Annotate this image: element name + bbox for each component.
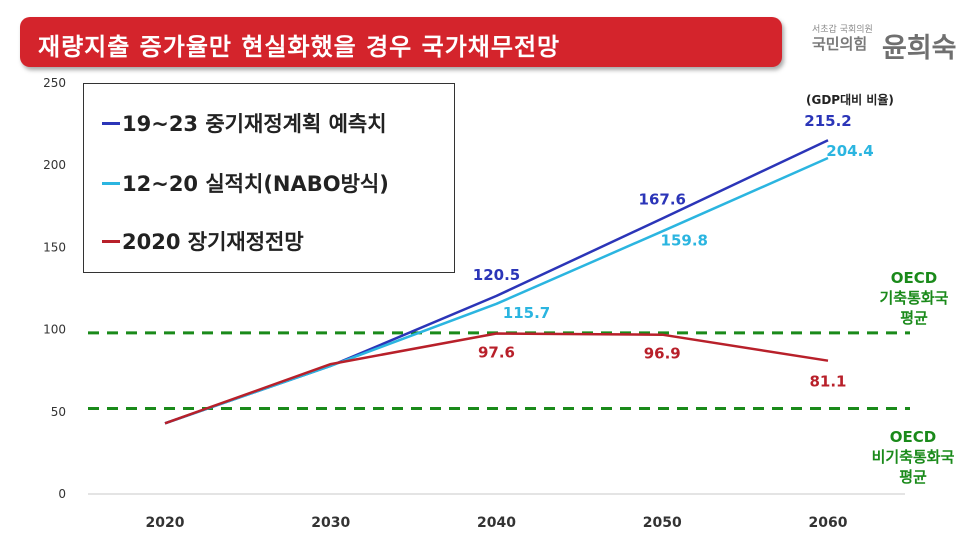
data-label: 120.5 bbox=[473, 266, 520, 284]
axes: 0 50 100 150 200 250 2020 2030 2040 2050 2060 bbox=[43, 76, 905, 531]
y-tick-label: 50 bbox=[51, 405, 66, 419]
data-label: 81.1 bbox=[809, 373, 846, 391]
party-logo: 서초갑 국회의원 국민의힘 윤희숙 bbox=[812, 22, 962, 66]
data-label: 215.2 bbox=[804, 112, 851, 130]
oecd-reserve-line-1: OECD bbox=[890, 269, 938, 287]
legend-swatch-2 bbox=[102, 181, 120, 185]
x-tick-label: 2020 bbox=[146, 515, 185, 531]
title-bar: 재량지출 증가율만 현실화했을 경우 국가채무전망 bbox=[20, 17, 782, 67]
x-tick-label: 2050 bbox=[643, 515, 682, 531]
unit-note: (GDP대비 비율) bbox=[806, 93, 894, 107]
oecd-reserve-line-2: 기축통화국 bbox=[879, 289, 949, 307]
y-tick-label: 250 bbox=[43, 76, 66, 90]
chart-title: 재량지출 증가율만 현실화했을 경우 국가채무전망 bbox=[38, 33, 561, 61]
y-tick-label: 150 bbox=[43, 240, 66, 254]
legend: 19~23 중기재정계획 예측치 12~20 실적치(NABO방식) 2020 … bbox=[83, 83, 455, 273]
logo-party: 국민의힘 bbox=[812, 35, 868, 53]
legend-label-3: 2020 장기재정전망 bbox=[122, 230, 304, 254]
legend-swatch-1 bbox=[102, 121, 120, 125]
legend-swatch-3 bbox=[102, 239, 120, 243]
oecd-reserve-annotation: OECD 기축통화국 평균 bbox=[858, 268, 970, 328]
oecd-nonreserve-line-3: 평균 bbox=[899, 468, 927, 486]
oecd-nonreserve-line-2: 비기축통화국 bbox=[871, 448, 955, 466]
data-label: 204.4 bbox=[826, 142, 873, 160]
y-tick-label: 200 bbox=[43, 158, 66, 172]
series-lines bbox=[164, 139, 829, 425]
data-label: 167.6 bbox=[639, 190, 686, 208]
legend-item-2: 12~20 실적치(NABO방식) bbox=[102, 168, 389, 198]
x-tick-label: 2060 bbox=[809, 515, 848, 531]
logo-subtitle: 서초갑 국회의원 bbox=[812, 25, 873, 35]
data-labels: 120.5 167.6 215.2 115.7 159.8 204.4 97.6 96.9 81… bbox=[473, 112, 874, 390]
data-label: 115.7 bbox=[503, 304, 550, 322]
data-label: 159.8 bbox=[661, 231, 708, 249]
x-tick-label: 2040 bbox=[477, 515, 516, 531]
oecd-reserve-line-3: 평균 bbox=[900, 309, 928, 327]
data-label: 97.6 bbox=[478, 344, 515, 362]
oecd-nonreserve-annotation: OECD 비기축통화국 평균 bbox=[850, 427, 976, 487]
legend-label-2: 12~20 실적치(NABO방식) bbox=[122, 172, 389, 196]
y-tick-label: 0 bbox=[58, 487, 66, 501]
data-label: 96.9 bbox=[644, 345, 681, 363]
legend-item-3: 2020 장기재정전망 bbox=[102, 226, 304, 256]
logo-name: 윤희숙 bbox=[882, 33, 957, 64]
x-tick-label: 2030 bbox=[311, 515, 350, 531]
reference-lines bbox=[88, 331, 910, 411]
y-tick-label: 100 bbox=[43, 323, 66, 337]
series-line-3 bbox=[164, 332, 829, 425]
legend-label-1: 19~23 중기재정계획 예측치 bbox=[122, 112, 387, 136]
legend-item-1: 19~23 중기재정계획 예측치 bbox=[102, 108, 387, 138]
oecd-nonreserve-line-1: OECD bbox=[889, 428, 937, 446]
